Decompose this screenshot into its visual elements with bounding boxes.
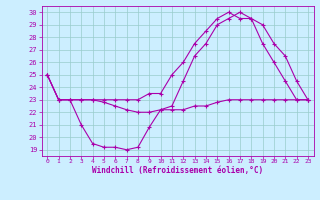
X-axis label: Windchill (Refroidissement éolien,°C): Windchill (Refroidissement éolien,°C): [92, 166, 263, 175]
